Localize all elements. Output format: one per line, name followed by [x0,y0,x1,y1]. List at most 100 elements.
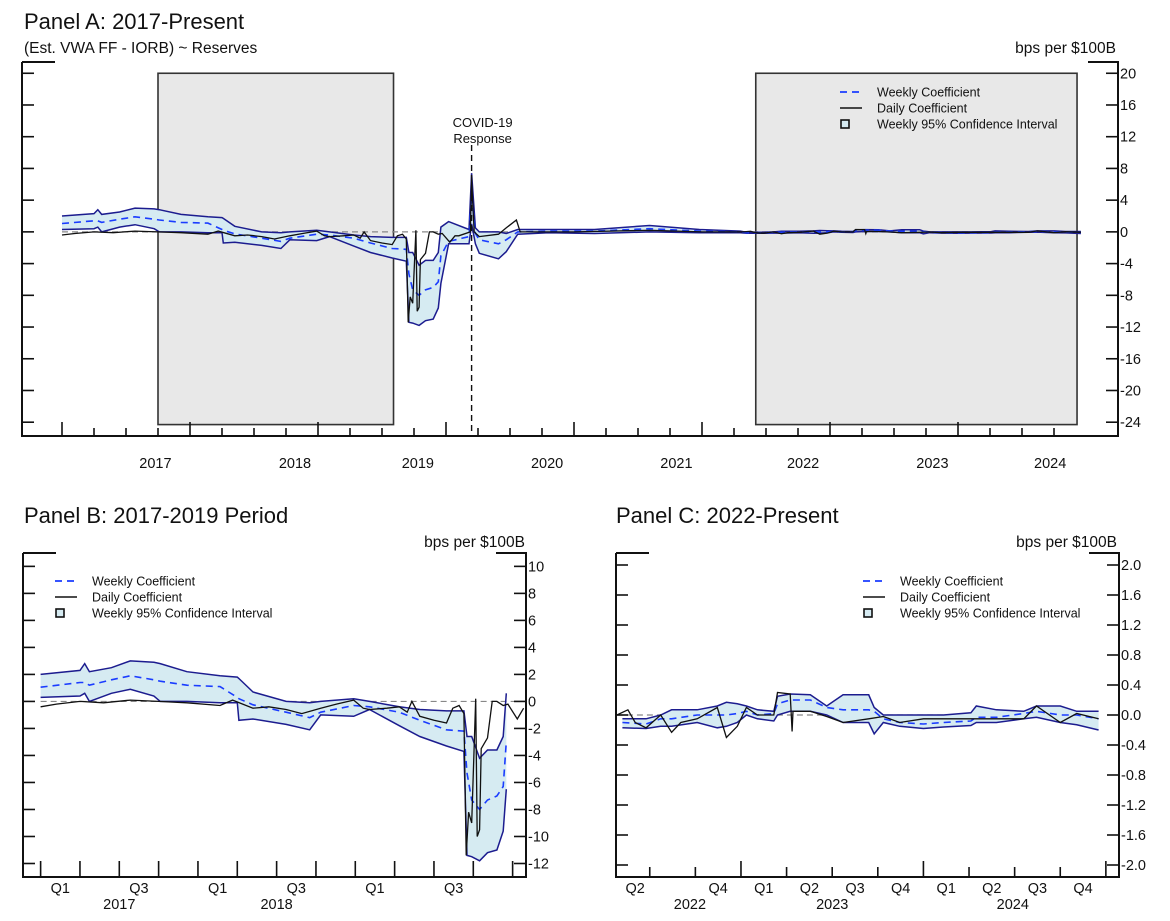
y-tick-label: -20 [1120,383,1141,399]
legend-label: Weekly 95% Confidence Interval [900,607,1080,621]
y-tick-label: 0.0 [1121,708,1141,724]
x-tick-label: 2018 [279,456,311,472]
y-tick-label: -8 [528,802,541,818]
y-tick-label: 8 [528,586,536,602]
x-tick-label: 2021 [660,456,692,472]
legend-label: Weekly Coefficient [900,575,1004,589]
y-tick-label: -6 [528,775,541,791]
y-tick-label: -4 [1120,257,1133,273]
weekly-coefficient-line [40,674,508,811]
y-tick-label: 6 [528,613,536,629]
x-tick-label: 2019 [402,456,434,472]
y-tick-label: 2.0 [1121,558,1141,574]
shaded-region [754,72,1078,426]
legend-label: Weekly Coefficient [92,575,196,589]
y-tick-label: 0.4 [1121,678,1141,694]
ci-lower-line [622,710,1099,736]
axis-frame [22,552,527,878]
x-tick-label: Q3 [1028,881,1047,897]
axis-frame [21,61,1119,437]
x-tick-label: 2023 [816,897,848,913]
y-tick-label: -2.0 [1121,858,1146,874]
annotation-label: Response [453,131,512,146]
x-tick-label: 2024 [1034,456,1066,472]
x-tick-label: 2018 [260,897,292,913]
legend: Weekly Coefficient Daily Coefficient Weekl… [55,575,272,621]
y-tick-label: -0.8 [1121,768,1146,784]
panel-b-title: Panel B: 2017-2019 Period [24,503,289,528]
y-tick-label: 10 [528,559,544,575]
panel-c-units: bps per $100B [1016,534,1117,551]
y-tick-label: -0.4 [1121,738,1146,754]
y-tick-label: 16 [1120,98,1136,114]
y-tick-label: -1.2 [1121,798,1146,814]
x-tick-label: 2022 [674,897,706,913]
x-tick-label: Q3 [444,881,463,897]
panel-c-title: Panel C: 2022-Present [616,503,839,528]
panel-c: 2.0 1.6 1.2 0.8 0.4 0.0 -0.4 -0.8 -1.2 -1.6 -2.0 Q2… [615,552,1146,913]
y-tick-label: 1.2 [1121,618,1141,634]
x-tick-label: Q2 [625,881,644,897]
panel-b-units: bps per $100B [424,534,525,551]
y-tick-label: 2 [528,667,536,683]
y-tick-label: 4 [1120,193,1128,209]
x-tick-label: 2022 [787,456,819,472]
y-tick-label: -4 [528,748,541,764]
ci-upper-line [622,693,1099,720]
ci-lower-line [40,688,508,862]
y-tick-label: -12 [1120,320,1141,336]
x-tick-label: Q1 [365,881,384,897]
shaded-region [157,72,395,426]
x-tick-label: Q3 [845,881,864,897]
x-tick-label: 2024 [997,897,1029,913]
x-tick-label: Q1 [51,881,70,897]
x-tick-label: Q2 [982,881,1001,897]
y-tick-label: -1.6 [1121,828,1146,844]
y-tick-label: -16 [1120,352,1141,368]
legend-ci-swatch [55,608,65,618]
legend-label: Daily Coefficient [877,102,968,116]
legend-label: Weekly 95% Confidence Interval [92,607,272,621]
y-tick-label: 12 [1120,130,1136,146]
y-tick-label: 0 [528,694,536,710]
panel-a-subtitle: (Est. VWA FF - IORB) ~ Reserves [24,40,258,57]
x-tick-label: Q1 [937,881,956,897]
y-tick-label: -8 [1120,288,1133,304]
x-tick-label: Q4 [1073,881,1092,897]
y-tick-label: 20 [1120,66,1136,82]
x-tick-label: Q3 [129,881,148,897]
y-tick-label: 1.6 [1121,588,1141,604]
y-tick-label: -10 [528,829,549,845]
panel-a-title: Panel A: 2017-Present [24,9,245,34]
legend-label: Weekly 95% Confidence Interval [877,118,1057,132]
y-tick-label: -12 [528,856,549,872]
panel-a-units: bps per $100B [1015,40,1116,57]
ci-band [40,660,507,861]
y-tick-label: 0.8 [1121,648,1141,664]
x-tick-label: 2023 [916,456,948,472]
y-tick-label: -2 [528,721,541,737]
x-tick-label: 2017 [103,897,135,913]
ci-lower-line [61,223,1081,327]
x-tick-label: Q4 [891,881,910,897]
x-tick-label: Q3 [287,881,306,897]
legend-ci-swatch [863,608,873,618]
legend: Weekly Coefficient Daily Coefficient Weekl… [840,86,1057,132]
ci-band [622,694,1099,734]
x-tick-label: Q4 [708,881,727,897]
legend-label: Daily Coefficient [92,591,183,605]
legend-label: Weekly Coefficient [877,86,981,100]
legend: Weekly Coefficient Daily Coefficient Weekl… [863,575,1080,621]
y-tick-label: 0 [1120,225,1128,241]
axis-frame [615,552,1120,878]
legend-ci-swatch [840,119,850,129]
annotation-label: COVID-19 [453,115,513,130]
legend-label: Daily Coefficient [900,591,991,605]
daily-coefficient-line [40,698,525,856]
x-tick-label: 2020 [531,456,563,472]
x-tick-label: Q2 [800,881,819,897]
x-tick-label: 2017 [139,456,171,472]
